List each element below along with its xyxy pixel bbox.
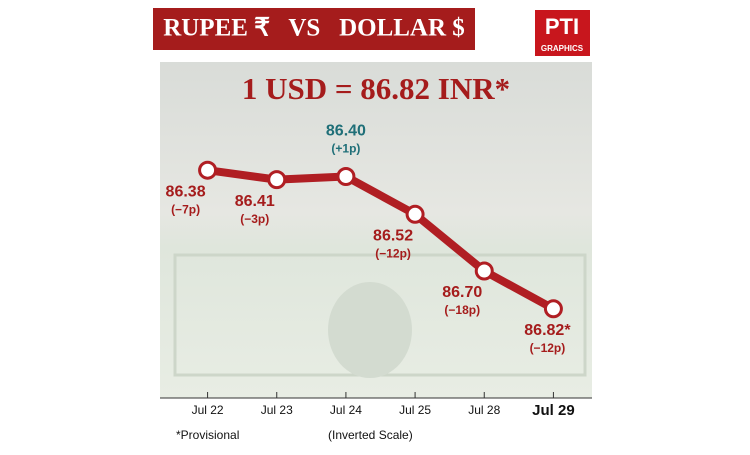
point [198,160,218,180]
change-label: (−12p) [375,246,411,260]
value-label: 86.70 [442,284,482,301]
value-label: 86.40 [326,123,366,140]
x-tick-label: Jul 22 [192,403,224,417]
chart-title: RUPEE ₹ VS DOLLAR $ [163,15,465,42]
point [405,204,425,224]
value-label: 86.82* [524,322,571,339]
value-label: 86.52 [373,228,413,245]
x-tick-label: Jul 25 [399,403,431,417]
headline: 1 USD = 86.82 INR* [242,71,510,106]
logo-box [535,10,590,56]
x-tick-label: Jul 28 [468,403,500,417]
point [267,170,287,190]
title-bar [153,8,475,50]
point [474,261,494,281]
x-tick-label: Jul 24 [330,403,362,417]
scale-note: (Inverted Scale) [328,428,413,442]
point [336,167,356,186]
x-tick-label: Jul 29 [532,402,575,419]
logo-text: PTI [545,14,579,39]
change-label: (+1p) [331,142,360,156]
footnote: *Provisional [176,428,239,442]
logo-subtitle: GRAPHICS [541,44,584,53]
x-tick-label: Jul 23 [261,403,293,417]
line [207,166,556,313]
value-label: 86.41 [235,193,275,210]
change-label: (−12p) [530,341,566,355]
change-label: (−7p) [171,202,200,216]
portrait [328,282,412,378]
value-label: 86.38 [166,183,206,200]
point [543,299,563,319]
change-label: (−18p) [444,303,480,317]
change-label: (−3p) [240,212,269,226]
